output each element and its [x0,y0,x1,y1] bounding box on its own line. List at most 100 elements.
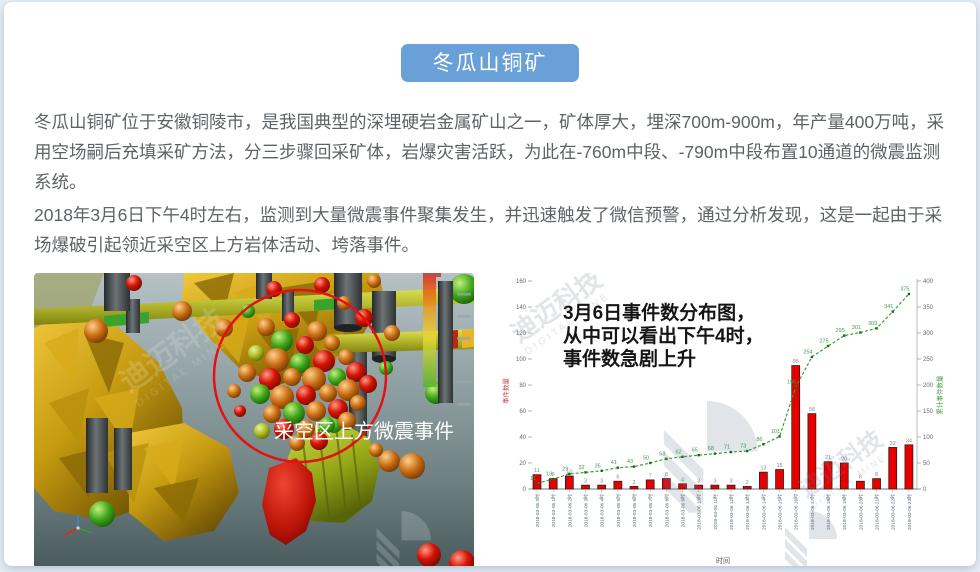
svg-text:7: 7 [649,473,652,479]
svg-text:250: 250 [923,357,934,363]
svg-text:32: 32 [578,465,584,471]
magnitude-legend [423,273,471,406]
svg-text:40: 40 [519,435,526,441]
viewer3d-figure: 采空区上方微震事件 迪迈科技 DIGITAL MINE [34,273,474,566]
bar [613,480,623,490]
svg-text:100: 100 [923,435,934,441]
svg-text:3: 3 [584,479,587,485]
svg-text:事件数量: 事件数量 [501,378,510,405]
svg-text:从中可以看出下午4时，: 从中可以看出下午4时， [563,324,764,347]
bar [726,484,736,490]
chart-axes: 0204060801001201401600501001502002503003… [516,279,934,493]
axes-gizmo-icon [64,515,93,536]
bar [742,486,752,490]
svg-text:2018-03-06 22时: 2018-03-06 22时 [890,494,897,530]
viewer3d-caption: 采空区上方微震事件 [274,419,454,443]
svg-text:6: 6 [616,475,619,481]
svg-text:2018-03-06 0时: 2018-03-06 0时 [534,494,541,528]
svg-text:341: 341 [884,304,893,310]
svg-text:2018-03-06 9时: 2018-03-06 9时 [680,494,687,528]
bar [775,469,784,490]
svg-text:50: 50 [923,461,930,467]
svg-text:2: 2 [632,480,635,486]
bar [759,471,768,490]
svg-text:65: 65 [692,448,698,454]
bar [581,484,590,490]
svg-text:19: 19 [546,472,552,478]
event-distribution-chart: 0204060801001201401600501001502002503003… [501,273,951,566]
svg-text:15: 15 [776,463,782,469]
svg-text:43: 43 [627,459,633,465]
svg-text:2018-03-06 8时: 2018-03-06 8时 [663,494,670,528]
svg-text:301: 301 [852,325,861,331]
x-axis-labels: 2018-03-06 0时 2018-03-06 1时 2018-03-06 2时 2… [534,494,913,530]
svg-text:0: 0 [523,487,527,493]
svg-text:3: 3 [600,479,603,485]
svg-text:2018-03-06 2时: 2018-03-06 2时 [566,494,573,528]
paragraph-mine-intro: 冬瓜山铜矿位于安徽铜陵市，是我国典型的深埋硬岩金属矿山之一，矿体厚大，埋深700… [34,112,945,192]
svg-text:13: 13 [760,466,766,472]
svg-text:6: 6 [859,475,862,481]
svg-text:8: 8 [552,472,555,478]
svg-text:2018-03-06 5时: 2018-03-06 5时 [615,494,622,528]
svg-text:60: 60 [519,409,526,415]
svg-text:2018-03-06 21时: 2018-03-06 21时 [874,494,881,530]
svg-text:58: 58 [809,407,815,413]
svg-text:300: 300 [923,331,934,337]
svg-text:34: 34 [906,438,912,444]
viewer3d-scene: 采空区上方微震事件 迪迈科技 DIGITAL MINE [34,273,474,566]
svg-text:2018-03-06 6时: 2018-03-06 6时 [631,494,638,528]
svg-text:3: 3 [697,479,700,485]
svg-text:20: 20 [519,461,526,467]
svg-text:2018-03-06 3时: 2018-03-06 3时 [583,494,590,528]
svg-text:32: 32 [890,441,896,447]
svg-text:0: 0 [923,487,927,493]
svg-text:100: 100 [516,357,527,363]
svg-text:11: 11 [530,476,536,482]
svg-text:350: 350 [923,305,934,311]
svg-text:101: 101 [771,429,780,435]
bar [629,486,639,490]
svg-text:309: 309 [868,321,877,327]
svg-text:3月6日事件数分布图，: 3月6日事件数分布图， [563,301,755,324]
svg-text:200: 200 [923,383,934,389]
bar [888,447,898,490]
svg-text:150: 150 [923,409,934,415]
svg-text:2018-03-06 15时: 2018-03-06 15时 [777,494,784,530]
svg-text:20: 20 [841,457,847,463]
svg-text:事件数急剧上升: 事件数急剧上升 [563,347,696,370]
svg-text:10: 10 [566,470,572,476]
svg-text:35: 35 [595,463,601,469]
svg-text:95: 95 [793,359,799,365]
svg-text:2018-03-06 1时: 2018-03-06 1时 [550,494,557,528]
svg-text:120: 120 [516,331,527,337]
bar [564,475,574,490]
svg-text:2018-03-06 14时: 2018-03-06 14时 [760,494,767,530]
svg-text:2018-03-06 13时: 2018-03-06 13时 [744,494,751,530]
page-card: 冬瓜山铜矿 冬瓜山铜矿位于安徽铜陵市，是我国典型的深埋硬岩金属矿山之一，矿体厚大… [4,2,976,566]
event-cluster-highlight-circle [212,288,388,464]
svg-text:50: 50 [643,456,649,462]
svg-text:2: 2 [746,480,749,486]
svg-text:375: 375 [900,287,909,293]
bar [904,444,914,490]
svg-text:275: 275 [819,339,828,345]
svg-text:2018-03-06 20时: 2018-03-06 20时 [857,494,864,530]
svg-text:295: 295 [836,328,845,334]
chart-plot-area: 0204060801001201401600501001502002503003… [501,279,944,565]
svg-text:2018-03-06 11时: 2018-03-06 11时 [712,494,719,530]
figures-row: 采空区上方微震事件 迪迈科技 DIGITAL MINE 0 20 40 60 80 100… [34,273,951,566]
svg-text:21: 21 [825,455,831,461]
svg-text:2018-03-06 23时: 2018-03-06 23时 [906,494,913,530]
chart-annotation: 3月6日事件数分布图，从中可以看出下午4时，事件数急剧上升 [563,301,764,370]
mine-title-button[interactable]: 冬瓜山铜矿 [401,44,579,82]
bar [710,484,720,490]
paragraph-event-story: 2018年3月6日下午4时左右，监测到大量微震事件聚集发生，并迅速触发了微信预警… [34,205,943,255]
svg-text:3: 3 [730,479,733,485]
svg-text:400: 400 [923,279,934,285]
svg-text:254: 254 [803,349,812,355]
microseismic-event-spheres [84,274,474,566]
svg-text:2018-03-06 7时: 2018-03-06 7时 [647,494,654,528]
event-chart-figure: 0 20 40 60 80 100 120 140 160 0 50 100 150 200 250 300 3… [501,273,951,566]
